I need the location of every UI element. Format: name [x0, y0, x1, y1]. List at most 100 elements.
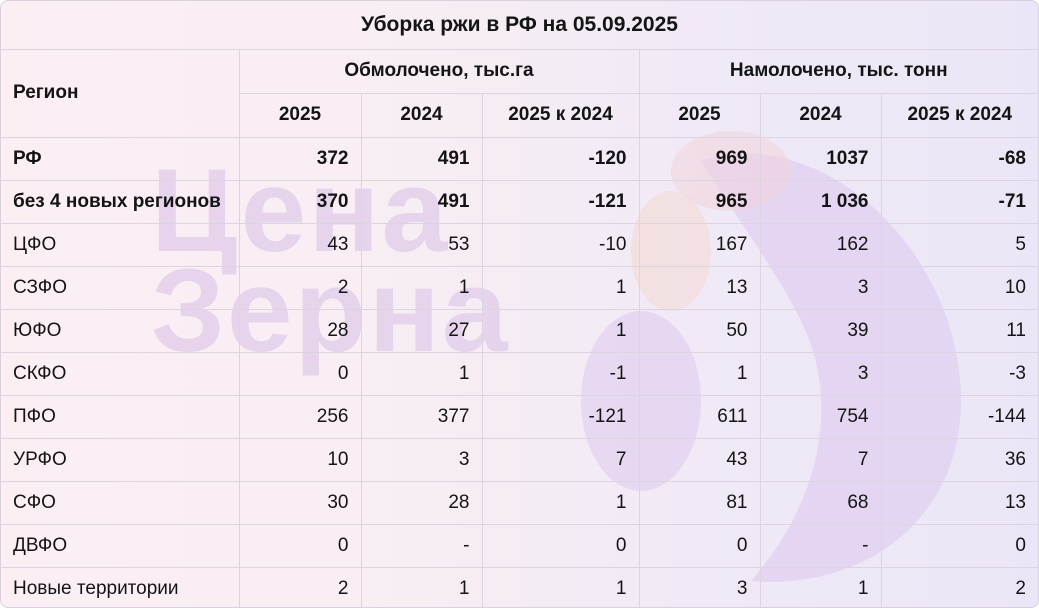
- value-cell: 81: [638, 480, 761, 525]
- table-row: СФО 30 28 1 81 68 13: [1, 480, 1038, 525]
- value-cell: 1: [481, 480, 640, 525]
- column-header: 2025 к 2024: [481, 92, 640, 138]
- value-cell: 68: [759, 480, 882, 525]
- value-cell: 0: [880, 523, 1038, 568]
- value-cell: 1 036: [759, 179, 882, 224]
- value-cell: 372: [238, 136, 362, 181]
- value-cell: 1: [481, 566, 640, 607]
- value-cell: 30: [238, 480, 362, 525]
- value-cell: 27: [360, 308, 483, 353]
- value-cell: 167: [638, 222, 761, 267]
- value-cell: 13: [638, 265, 761, 310]
- value-cell: 491: [360, 136, 483, 181]
- region-cell: ДВФО: [1, 523, 240, 568]
- value-cell: 3: [759, 265, 882, 310]
- region-cell: УРФО: [1, 437, 240, 482]
- threshed-area-group-header: Обмолочено, тыс.га: [238, 48, 640, 94]
- table-title: Уборка ржи в РФ на 05.09.2025: [1, 1, 1038, 50]
- value-cell: 3: [759, 351, 882, 396]
- value-cell: 0: [238, 351, 362, 396]
- table-row: ПФО 256 377 -121 611 754 -144: [1, 394, 1038, 439]
- region-cell: ПФО: [1, 394, 240, 439]
- value-cell: 3: [360, 437, 483, 482]
- value-cell: 162: [759, 222, 882, 267]
- region-cell: ЮФО: [1, 308, 240, 353]
- value-cell: 1037: [759, 136, 882, 181]
- table-row: РФ 372 491 -120 969 1037 -68: [1, 136, 1038, 181]
- threshed-yield-group-header: Намолочено, тыс. тонн: [638, 48, 1038, 94]
- value-cell: -: [360, 523, 483, 568]
- value-cell: 1: [481, 265, 640, 310]
- region-cell: СКФО: [1, 351, 240, 396]
- region-cell: СЗФО: [1, 265, 240, 310]
- value-cell: 491: [360, 179, 483, 224]
- column-header: 2025: [239, 92, 362, 138]
- value-cell: -3: [880, 351, 1038, 396]
- value-cell: -121: [481, 394, 640, 439]
- region-cell: ЦФО: [1, 222, 240, 267]
- table-row: без 4 новых регионов 370 491 -121 965 1 036 -7…: [1, 179, 1038, 224]
- value-cell: 1: [759, 566, 882, 607]
- value-cell: 965: [638, 179, 761, 224]
- value-cell: 1: [360, 351, 483, 396]
- value-cell: -10: [481, 222, 640, 267]
- region-cell: Новые территории: [1, 566, 240, 607]
- table-row: СЗФО 2 1 1 13 3 10: [1, 265, 1038, 310]
- column-header: 2025 к 2024: [880, 92, 1038, 138]
- value-cell: 7: [481, 437, 640, 482]
- value-cell: 43: [638, 437, 761, 482]
- table-row: ЦФО 43 53 -10 167 162 5: [1, 222, 1038, 267]
- value-cell: 2: [880, 566, 1038, 607]
- column-header: 2025: [638, 92, 761, 138]
- column-header: 2024: [360, 92, 483, 138]
- value-cell: 39: [759, 308, 882, 353]
- value-cell: 43: [238, 222, 362, 267]
- value-cell: -71: [880, 179, 1038, 224]
- value-cell: 28: [360, 480, 483, 525]
- value-cell: 5: [880, 222, 1038, 267]
- value-cell: 370: [238, 179, 362, 224]
- region-column-header: Регион: [1, 48, 240, 138]
- value-cell: 969: [638, 136, 761, 181]
- table-row: ДВФО 0-0 0-0: [1, 523, 1038, 568]
- region-cell: без 4 новых регионов: [1, 179, 240, 224]
- value-cell: 611: [638, 394, 761, 439]
- value-cell: 11: [880, 308, 1038, 353]
- value-cell: 256: [238, 394, 362, 439]
- table-row: ЮФО 28 27 1 50 39 11: [1, 308, 1038, 353]
- value-cell: 53: [360, 222, 483, 267]
- value-cell: -: [759, 523, 882, 568]
- value-cell: 2: [238, 265, 362, 310]
- value-cell: 10: [238, 437, 362, 482]
- value-cell: 1: [481, 308, 640, 353]
- value-cell: 0: [238, 523, 362, 568]
- value-cell: 10: [880, 265, 1038, 310]
- value-cell: -121: [481, 179, 640, 224]
- value-cell: 1: [360, 566, 483, 607]
- value-cell: -1: [481, 351, 640, 396]
- value-cell: 0: [481, 523, 640, 568]
- value-cell: 28: [238, 308, 362, 353]
- value-cell: -144: [880, 394, 1038, 439]
- table-row: СКФО 0 1 -1 1 3 -3: [1, 351, 1038, 396]
- column-header: 2024: [759, 92, 882, 138]
- value-cell: 1: [360, 265, 483, 310]
- value-cell: 13: [880, 480, 1038, 525]
- value-cell: 2: [238, 566, 362, 607]
- value-cell: 1: [638, 351, 761, 396]
- table-row: Новые территории 2 1 1 3 1 2: [1, 566, 1038, 607]
- region-cell: СФО: [1, 480, 240, 525]
- value-cell: 377: [360, 394, 483, 439]
- region-cell: РФ: [1, 136, 240, 181]
- table-row: УРФО 10 3 7 43 7 36: [1, 437, 1038, 482]
- value-cell: 0: [638, 523, 761, 568]
- value-cell: 3: [638, 566, 761, 607]
- value-cell: 50: [638, 308, 761, 353]
- value-cell: 754: [759, 394, 882, 439]
- value-cell: -120: [481, 136, 640, 181]
- value-cell: 36: [880, 437, 1038, 482]
- value-cell: -68: [880, 136, 1038, 181]
- value-cell: 7: [759, 437, 882, 482]
